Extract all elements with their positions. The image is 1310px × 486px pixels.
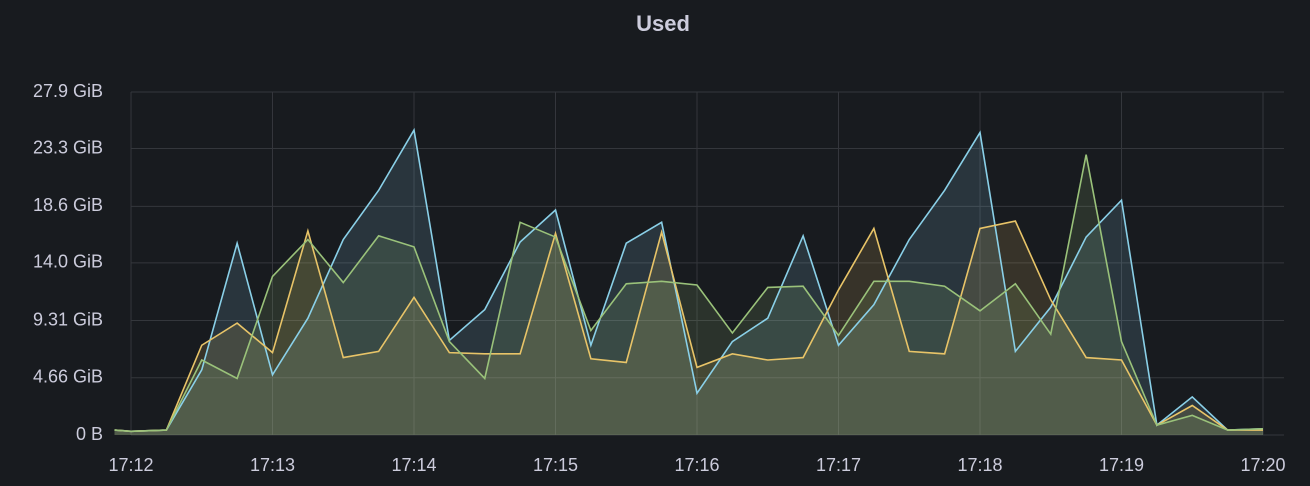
area (114, 221, 1263, 435)
x-tick-label: 17:20 (1240, 455, 1285, 475)
x-tick-label: 17:19 (1099, 455, 1144, 475)
y-tick-label: 14.0 GiB (33, 252, 103, 272)
y-tick-label: 23.3 GiB (33, 137, 103, 157)
line (114, 154, 1264, 433)
chart-title: Used (636, 11, 690, 36)
x-tick-label: 17:14 (391, 455, 436, 475)
x-tick-label: 17:18 (957, 455, 1002, 475)
area (114, 154, 1263, 436)
x-tick-label: 17:12 (108, 455, 153, 475)
line (114, 127, 1264, 433)
y-tick-label: 9.31 GiB (33, 309, 103, 329)
y-tick-label: 18.6 GiB (33, 195, 103, 215)
x-tick-label: 17:15 (533, 455, 578, 475)
y-tick-label: 0 B (76, 424, 103, 444)
y-tick-label: 27.9 GiB (33, 81, 103, 101)
area (114, 130, 1263, 435)
y-tick-label: 4.66 GiB (33, 366, 103, 386)
x-tick-label: 17:17 (816, 455, 861, 475)
x-tick-label: 17:13 (250, 455, 295, 475)
line (114, 220, 1263, 433)
x-tick-label: 17:16 (674, 455, 719, 475)
